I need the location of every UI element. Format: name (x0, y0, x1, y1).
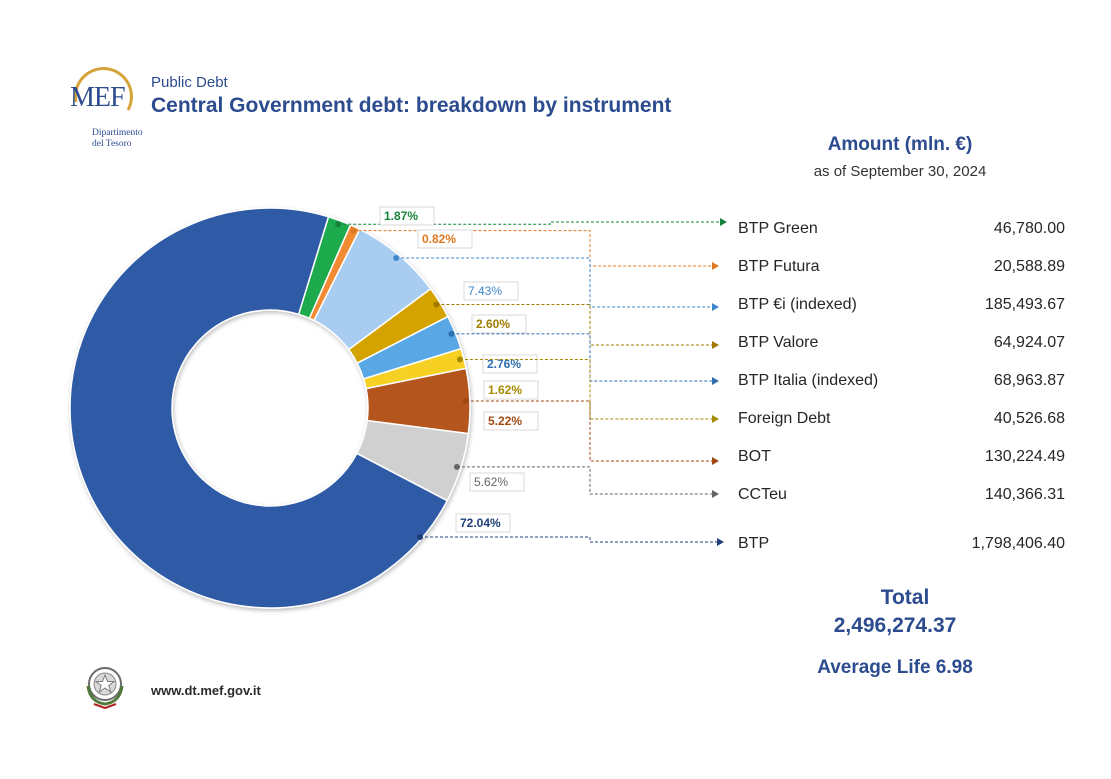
row-label-btp-green: BTP Green (738, 220, 818, 237)
data-label: 2.76% (487, 357, 521, 371)
leader-dot (453, 463, 460, 470)
data-label: 5.22% (488, 414, 522, 428)
leader-arrow-icon (712, 415, 719, 423)
data-label: 5.62% (474, 475, 508, 489)
leader-line (451, 333, 712, 382)
mef-logo: MEF Dipartimento del Tesoro (66, 66, 146, 156)
data-label: 7.43% (468, 284, 502, 298)
leader-arrow-icon (712, 262, 719, 270)
data-label-box (471, 314, 527, 334)
logo-dept-line2: del Tesoro (92, 139, 132, 149)
row-label-btp-futura: BTP Futura (738, 258, 820, 275)
row-value-btp-valore: 64,924.07 (993, 334, 1065, 351)
total-value: 2,496,274.37 (833, 614, 957, 637)
data-label-box (483, 411, 539, 431)
leader-arrow-icon (712, 490, 719, 498)
leader-dot (350, 227, 357, 234)
row-value-btp-green: 46,780.00 (993, 220, 1065, 237)
data-label: 72.04% (460, 516, 501, 530)
data-label-box (469, 472, 525, 492)
slice-btp (69, 207, 449, 609)
logo-arc-icon (73, 67, 133, 111)
data-label-box (463, 281, 519, 301)
leader-dot (456, 356, 463, 363)
data-label: 0.82% (422, 232, 456, 246)
data-label-box (455, 513, 511, 533)
leader-arrow-icon (720, 218, 727, 226)
data-label: 1.87% (384, 209, 418, 223)
row-label-ccteu: CCTeu (738, 486, 787, 503)
data-label: 2.60% (476, 317, 510, 331)
leader-dot (448, 330, 455, 337)
as-of-date: as of September 30, 2024 (813, 163, 987, 180)
leader-dot (462, 398, 469, 405)
row-label-btp-ei: BTP €i (indexed) (738, 296, 857, 313)
leader-arrow-icon (712, 303, 719, 311)
leader-line (420, 536, 717, 543)
average-life: Average Life 6.98 (817, 657, 973, 678)
row-label-btp-italia: BTP Italia (indexed) (738, 372, 879, 389)
row-value-ccteu: 140,366.31 (984, 486, 1065, 503)
row-label-btp: BTP (738, 535, 770, 552)
leader-dot (393, 254, 400, 261)
data-label-box (417, 229, 473, 249)
page-kicker: Public Debt (151, 74, 228, 91)
row-value-foreign-debt: 40,526.68 (993, 410, 1065, 427)
total-label: Total (880, 586, 930, 609)
row-value-btp-italia: 68,963.87 (993, 372, 1065, 389)
leader-line (396, 257, 712, 308)
row-label-foreign-debt: Foreign Debt (738, 410, 831, 427)
leader-line (459, 358, 712, 420)
italian-emblem-icon (86, 667, 124, 710)
data-label: 1.62% (488, 383, 522, 397)
leader-line (436, 303, 712, 346)
data-label-box (483, 380, 539, 400)
row-label-bot: BOT (738, 448, 771, 465)
leader-dot (335, 221, 342, 228)
website-link[interactable]: www.dt.mef.gov.it (151, 683, 261, 698)
leader-line (465, 400, 712, 462)
row-value-bot: 130,224.49 (984, 448, 1065, 465)
leader-arrow-icon (712, 341, 719, 349)
leader-dot (433, 301, 440, 308)
row-value-btp-ei: 185,493.67 (984, 296, 1065, 313)
logo-dept-line1: Dipartimento (92, 128, 143, 138)
leader-dot (417, 534, 423, 540)
logo-text: MEF (70, 82, 126, 113)
leader-line (456, 466, 712, 495)
leader-line (353, 230, 712, 267)
row-value-btp-futura: 20,588.89 (993, 258, 1065, 275)
leader-arrow-icon (712, 377, 719, 385)
logo-department: Dipartimento del Tesoro (92, 128, 143, 150)
row-value-btp: 1,798,406.40 (971, 535, 1065, 552)
page-title: Central Government debt: breakdown by in… (151, 94, 672, 117)
leader-arrow-icon (717, 538, 724, 546)
data-label-box (379, 206, 435, 226)
leader-arrow-icon (712, 457, 719, 465)
amount-heading: Amount (mln. €) (827, 134, 973, 155)
row-label-btp-valore: BTP Valore (738, 334, 819, 351)
